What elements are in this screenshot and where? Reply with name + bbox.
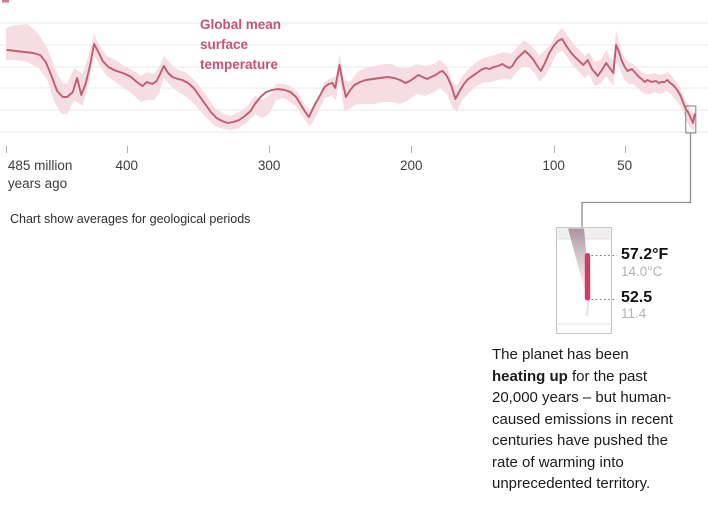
inset-past-temp-c: 11.4 bbox=[621, 306, 647, 321]
chart-caption: Chart show averages for geological perio… bbox=[10, 212, 251, 226]
temperature-line bbox=[6, 38, 696, 124]
inset-modern-temp-c: 14.0°C bbox=[621, 264, 663, 279]
x-tick-label-485: 485 million years ago bbox=[7, 158, 73, 191]
inset-box-fill bbox=[556, 227, 612, 334]
note-text-start: The planet has been bbox=[492, 346, 629, 363]
x-tick-mark-100 bbox=[553, 146, 555, 153]
clipped-line-fragment bbox=[2, 0, 9, 3]
x-tick-label-300: 300 bbox=[257, 158, 281, 173]
inset-past-temp-f: 52.5 bbox=[621, 289, 653, 306]
x-tick-mark-400 bbox=[126, 146, 128, 153]
x-tick-mark-485 bbox=[5, 146, 7, 153]
x-tick-label-100: 100 bbox=[542, 158, 565, 173]
x-tick-mark-50 bbox=[624, 146, 626, 153]
inset-top-strip bbox=[557, 228, 611, 239]
temperature-chart bbox=[0, 0, 708, 134]
x-tick-mark-200 bbox=[411, 146, 413, 153]
recent-warming-bar bbox=[584, 253, 591, 301]
inset-box-border bbox=[556, 227, 612, 334]
note-text-end: for the past 20,000 years – but human-ca… bbox=[492, 367, 673, 493]
wedge-fade-tail bbox=[585, 295, 591, 317]
zoomed-trend-wedge bbox=[568, 228, 591, 303]
x-tick-mark-300 bbox=[269, 146, 271, 153]
uncertainty-band bbox=[5, 24, 696, 130]
chart-title: Global mean surface temperature bbox=[200, 17, 282, 72]
inset-modern-temp-f: 57.2°F bbox=[621, 246, 669, 263]
x-tick-label-400: 400 bbox=[115, 158, 139, 173]
x-tick-label-50: 50 bbox=[617, 158, 633, 173]
x-tick-label-200: 200 bbox=[400, 158, 423, 173]
recent-period-highlight-box bbox=[685, 105, 697, 134]
annotation-text: The planet has been heating up for the p… bbox=[492, 344, 673, 495]
note-text-bold: heating up bbox=[492, 367, 568, 385]
connector-elbow-line bbox=[581, 133, 692, 228]
